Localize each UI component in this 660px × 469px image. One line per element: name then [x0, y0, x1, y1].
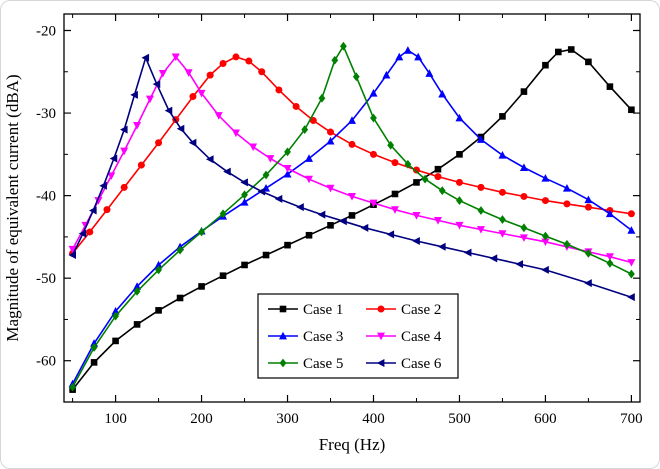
x-axis-label: Freq (Hz)	[319, 435, 386, 454]
legend-label: Case 6	[401, 356, 442, 372]
y-tick-label: -50	[36, 271, 56, 287]
x-tick-label: 600	[534, 411, 557, 427]
x-tick-label: 200	[190, 411, 213, 427]
plot-layer: 100 200 300 400 500 600 700 -60 -50 -40 -30 -20 Case…	[36, 13, 643, 427]
y-tick-label: -30	[36, 106, 56, 122]
y-tick-label: -20	[36, 24, 56, 40]
legend-label: Case 1	[303, 302, 343, 318]
series-case-1	[69, 46, 635, 393]
y-tick-label: -40	[36, 189, 56, 205]
legend-label: Case 4	[401, 329, 442, 345]
series-case-5	[69, 41, 635, 392]
series-case-3	[68, 46, 636, 388]
legend-label: Case 2	[401, 302, 441, 318]
x-tick-label: 500	[448, 411, 471, 427]
y-tick-label: -60	[36, 354, 56, 370]
legend-label: Case 5	[303, 356, 343, 372]
legend-label: Case 3	[303, 329, 343, 345]
x-tick-label: 700	[620, 411, 643, 427]
plot-frame	[63, 13, 641, 403]
x-tick-label: 300	[276, 411, 299, 427]
legend: Case 1 Case 2 Case 3 Case 4 Case 5 Case 6	[257, 293, 459, 379]
x-tick-label: 100	[104, 411, 127, 427]
series-case-4	[68, 53, 636, 267]
y-axis-label: Magnitude of equivalent current (dBA)	[3, 74, 22, 341]
x-tick-label: 400	[362, 411, 385, 427]
series-case-6	[68, 53, 635, 302]
